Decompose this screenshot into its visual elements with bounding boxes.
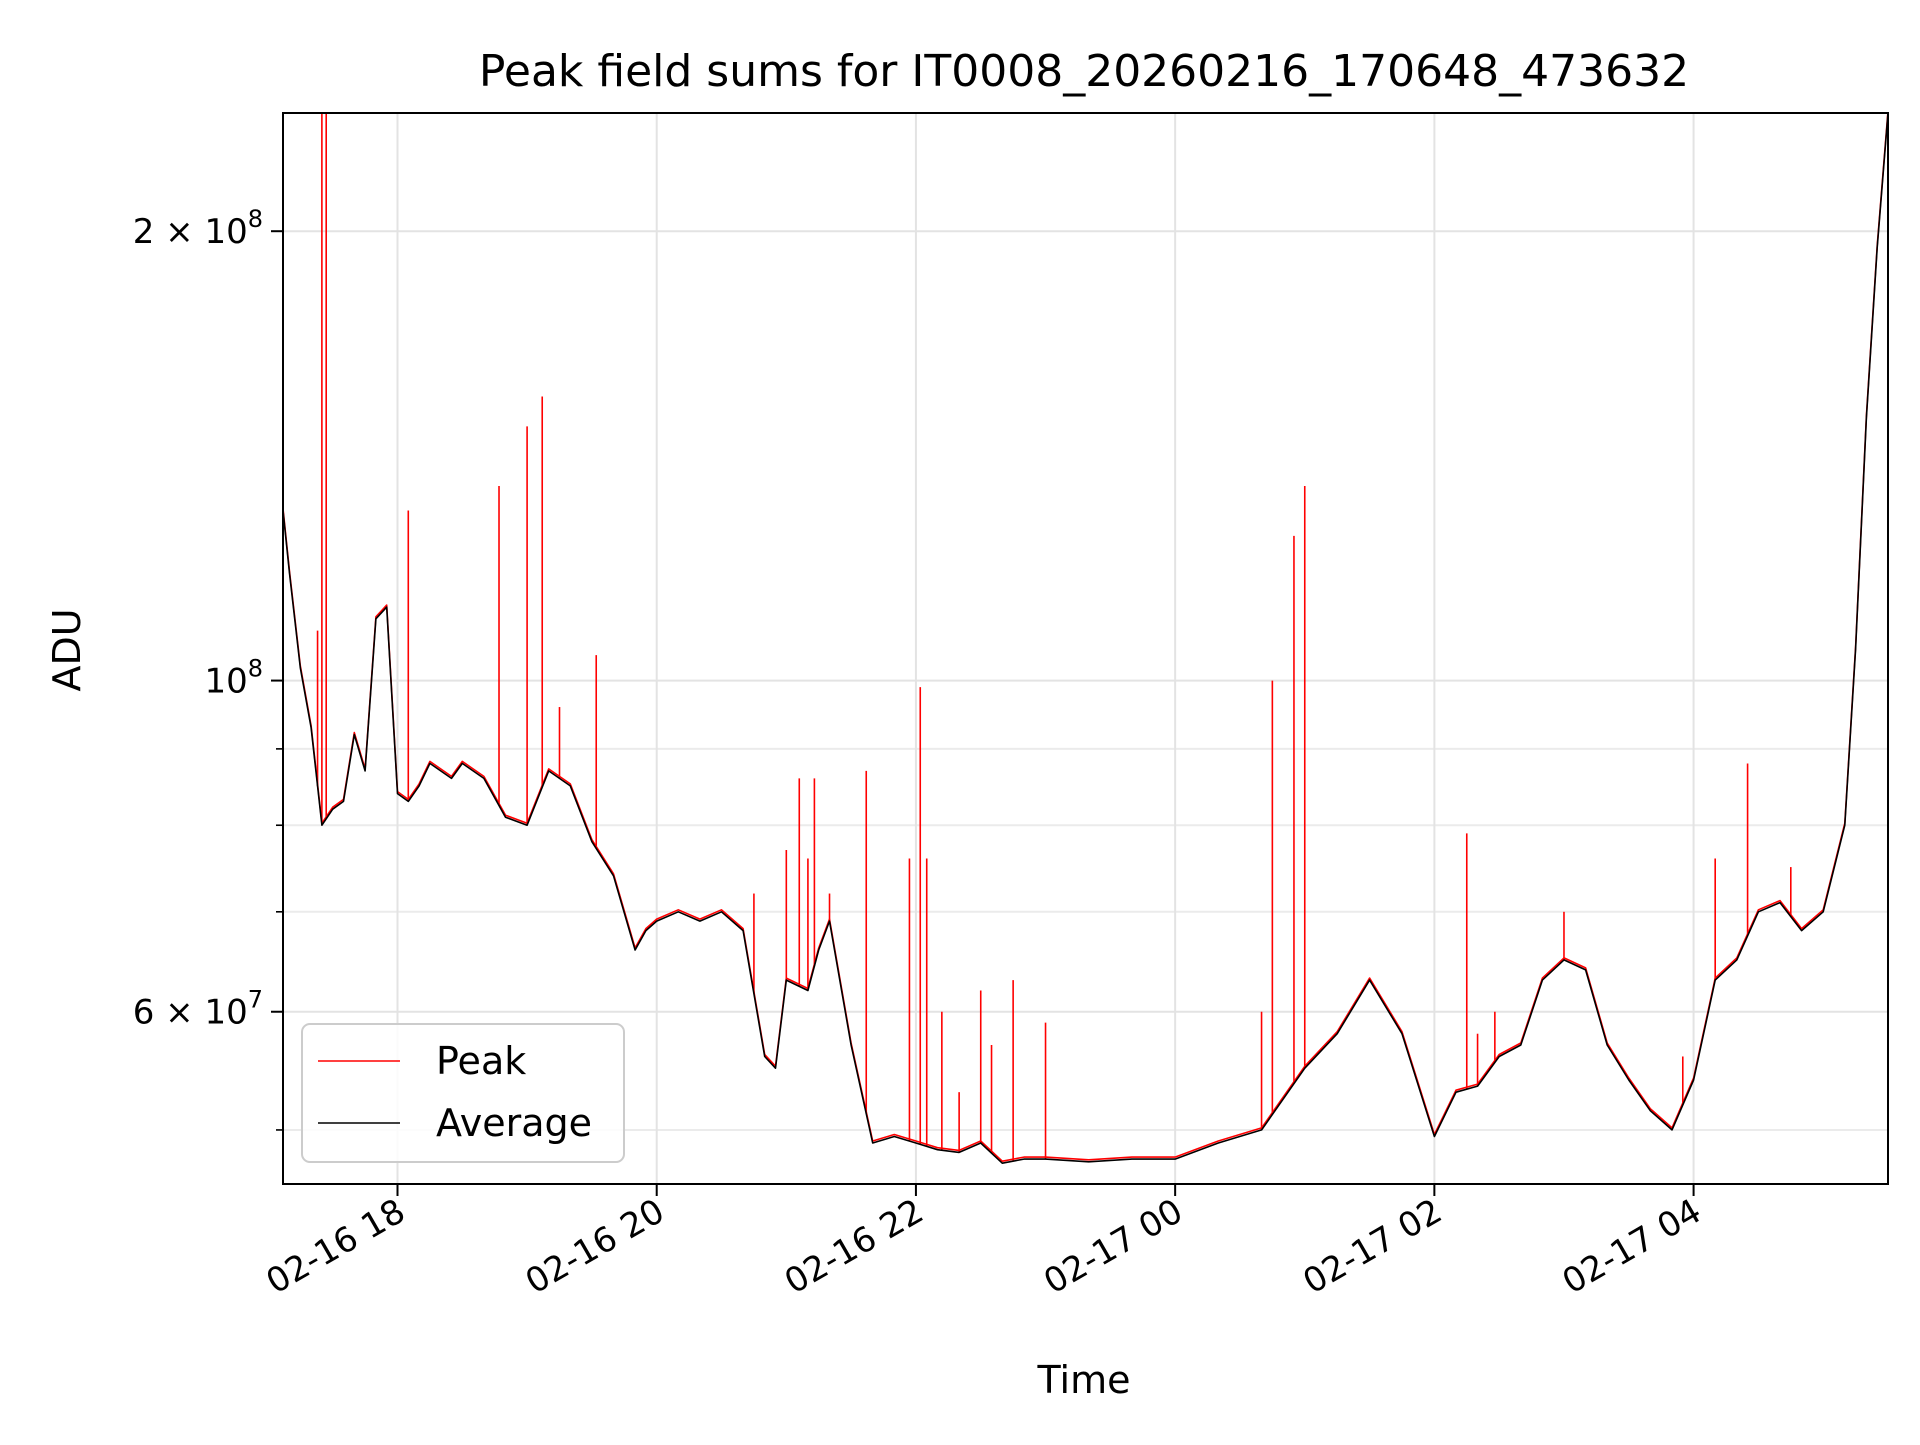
legend: Peak Average xyxy=(302,1024,624,1162)
legend-average-label: Average xyxy=(436,1101,592,1145)
y-tick-label: 2 × 108 xyxy=(133,205,263,252)
y-axis-label: ADU xyxy=(45,608,89,691)
legend-peak-label: Peak xyxy=(436,1039,526,1083)
y-tick-label: 6 × 107 xyxy=(133,986,263,1033)
x-axis-label: Time xyxy=(1037,1358,1131,1402)
chart-title: Peak field sums for IT0008_20260216_1706… xyxy=(479,46,1689,97)
